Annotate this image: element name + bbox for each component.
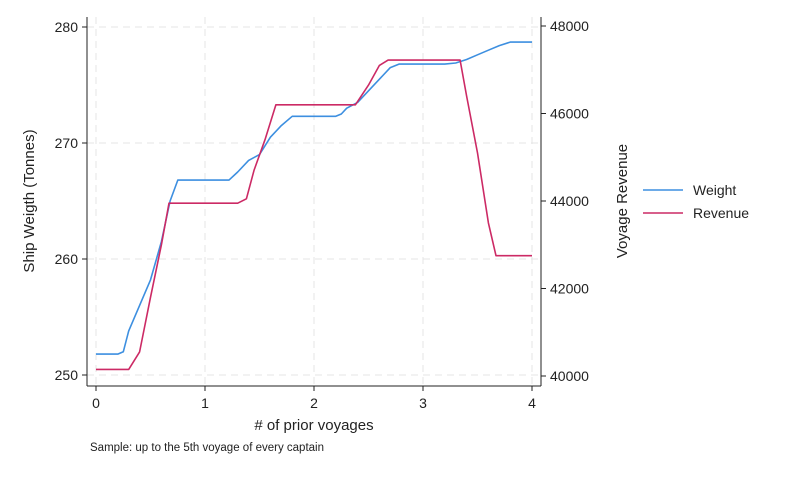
axes: 0 1 2 3 4 250 260 270 280 40000 42000 44000 46000 480… — [55, 17, 589, 411]
y-right-tick-label: 46000 — [550, 106, 589, 122]
y-right-tick-label: 44000 — [550, 193, 589, 209]
y-right-tick-label: 48000 — [550, 18, 589, 34]
gridlines — [87, 17, 541, 386]
y-left-tick-label: 260 — [55, 251, 79, 267]
series-line-revenue — [96, 59, 532, 371]
legend: Weight Revenue — [643, 182, 749, 221]
y-right-tick-label: 40000 — [550, 368, 589, 384]
y-axis-left-title: Ship Weigth (Tonnes) — [21, 129, 38, 272]
y-right-tick-label: 42000 — [550, 281, 589, 297]
y-left-tick-label: 270 — [55, 135, 79, 151]
y-left-tick-label: 280 — [55, 19, 79, 35]
x-tick-label: 1 — [201, 395, 209, 411]
legend-label-weight: Weight — [693, 182, 736, 198]
x-tick-label: 3 — [419, 395, 427, 411]
y-axis-right-title: Voyage Revenue — [614, 144, 631, 258]
series-lines — [96, 41, 532, 371]
legend-label-revenue: Revenue — [693, 205, 749, 221]
sample-note: Sample: up to the 5th voyage of every ca… — [90, 442, 324, 454]
x-axis-title: # of prior voyages — [254, 417, 373, 434]
x-tick-label: 0 — [92, 395, 100, 411]
x-tick-label: 2 — [310, 395, 318, 411]
x-tick-label: 4 — [528, 395, 536, 411]
y-left-tick-label: 250 — [55, 367, 79, 383]
